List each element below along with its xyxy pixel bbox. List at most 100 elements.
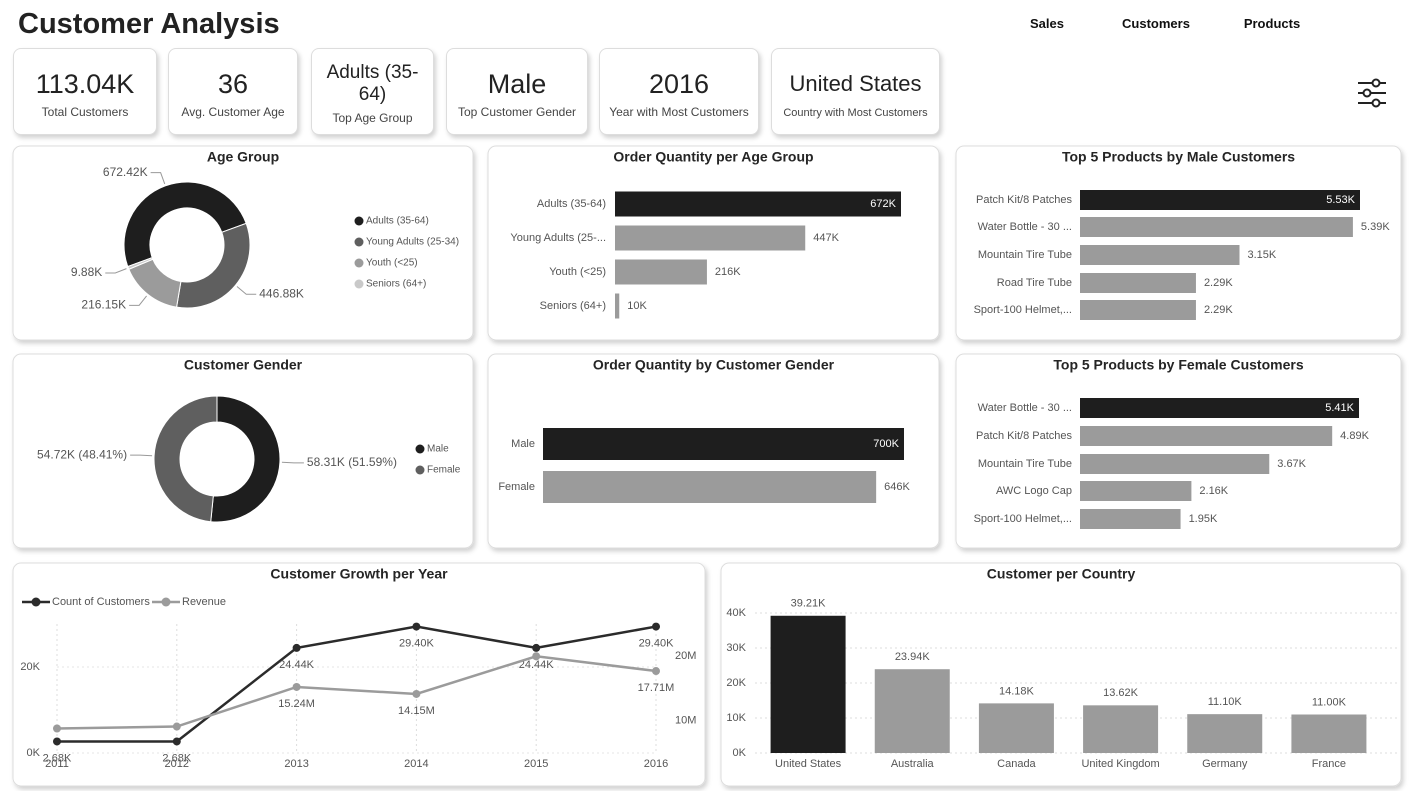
y-tick-label: Patch Kit/8 Patches [976,194,1072,206]
data-label: 24.44K [279,659,315,671]
bar [978,703,1054,753]
data-label: 14.18K [999,685,1035,697]
leader-line [281,461,304,464]
y-tick-label: Patch Kit/8 Patches [976,430,1072,442]
bar [615,191,901,217]
x-tick-label: 2011 [45,758,69,770]
data-label: 5.39K [1361,221,1390,233]
legend-label: Male [427,444,449,455]
y2-tick-label: 10M [675,715,696,727]
y-tick-label: 10K [726,712,746,724]
kpi-label: Top Customer Gender [457,105,577,119]
legend-label: Youth (<25) [366,258,418,269]
data-label: 2.16K [1199,485,1228,497]
data-label: 10K [627,300,647,312]
y-tick-label: Water Bottle - 30 ... [978,221,1072,233]
filter-icon[interactable] [1356,77,1388,109]
chart-title: Customer Gender [184,357,303,373]
legend-label: Revenue [182,596,226,608]
leader-line [236,286,257,295]
panel [12,353,474,549]
y-tick-label: Young Adults (25-... [510,232,606,244]
kpi-label: Total Customers [41,105,129,119]
y-tick-label: 40K [726,607,746,619]
leader-line [150,172,166,185]
kpi-label: Top Age Group [332,111,413,125]
data-label: 216.15K [81,297,126,311]
bar [543,471,877,503]
y-tick-label: Sport-100 Helmet,... [974,304,1072,316]
legend-marker [31,597,41,607]
data-label: 5.53K [1326,194,1355,206]
x-tick-label: Canada [997,758,1036,770]
data-label: 9.88K [71,265,102,279]
donut-slice [153,395,218,523]
line-point [53,737,61,746]
bar [1080,273,1196,293]
leader-line [105,268,127,274]
kpi-card: 2016 Year with Most Customers [599,48,759,135]
kpi-value: United States [789,71,922,96]
line-point [532,652,541,661]
y-tick-label: 20K [20,661,40,673]
y-tick-label: Road Tire Tube [997,277,1072,289]
data-label: 15.24M [278,698,315,710]
data-label: 24.44K [519,659,555,671]
y-tick-label: Youth (<25) [549,266,606,278]
line-point [412,689,421,698]
bar [874,669,950,753]
y-tick-label: Seniors (64+) [540,300,606,312]
data-label: 3.15K [1247,249,1276,261]
donut-slice [127,257,154,270]
donut-slice [210,395,281,523]
data-label: 646K [884,481,910,493]
data-label: 29.40K [639,637,675,649]
nav-link[interactable]: Products [1243,16,1301,31]
kpi-value: 113.04K [35,69,135,99]
y-tick-label: Sport-100 Helmet,... [974,513,1072,525]
bar [543,428,904,460]
data-label: 672K [870,198,896,210]
data-label: 2.68K [162,752,191,764]
chart-title: Age Group [207,149,279,165]
kpi-label: Country with Most Customers [783,107,928,119]
data-label: 2.29K [1204,277,1233,289]
kpi-value: 36 [217,69,249,99]
y-tick-label: Mountain Tire Tube [978,249,1072,261]
y2-tick-label: 20M [675,650,696,662]
bar [1291,714,1367,753]
donut-slice [123,181,247,268]
line-point [53,724,61,733]
bar [615,259,707,285]
bar [1080,509,1181,529]
bar [1080,398,1359,418]
y-tick-label: Female [498,481,535,493]
x-tick-label: 2013 [284,758,308,770]
data-label: 54.72K (48.41%) [37,447,127,461]
chart-title: Customer per Country [987,566,1136,582]
nav-link[interactable]: Sales [1030,16,1064,31]
data-label: 39.21K [791,598,827,610]
legend-marker [354,279,364,289]
line-point [292,643,301,652]
y-tick-label: AWC Logo Cap [996,485,1072,497]
kpi-card: Male Top Customer Gender [446,48,588,135]
kpi-label: Avg. Customer Age [181,105,285,119]
x-tick-label: Germany [1202,758,1248,770]
legend-marker [354,216,364,226]
chart-title: Order Quantity by Customer Gender [593,357,835,373]
line-point [532,643,541,652]
nav-link[interactable]: Customers [1122,16,1190,31]
legend-label: Count of Customers [52,596,150,608]
data-label: 14.15M [398,705,435,717]
x-tick-label: Australia [891,758,935,770]
chart-title: Order Quantity per Age Group [613,149,813,165]
page-title: Customer Analysis [18,8,280,40]
kpi-label: Year with Most Customers [609,105,749,119]
x-tick-label: United Kingdom [1081,758,1159,770]
kpi-card: Adults (35-64) Top Age Group [311,48,434,135]
bar [770,615,846,753]
data-label: 58.31K (51.59%) [307,455,397,469]
line-point [172,737,181,746]
